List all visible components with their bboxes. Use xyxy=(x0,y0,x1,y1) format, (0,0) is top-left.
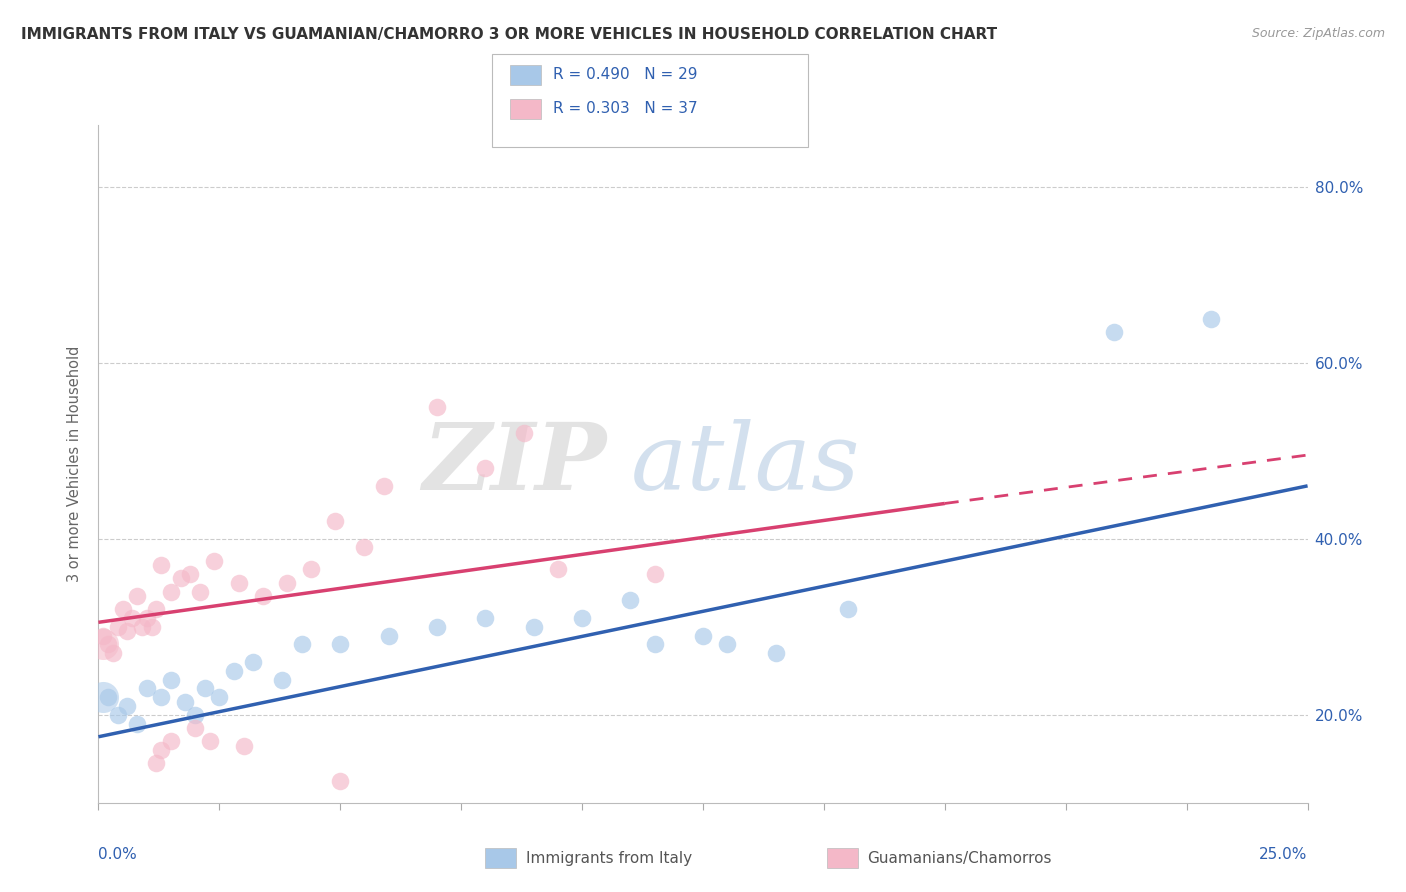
Point xyxy=(716,637,738,651)
Point xyxy=(145,602,167,616)
Point xyxy=(426,620,449,634)
Point xyxy=(325,514,347,528)
Point xyxy=(571,611,593,625)
Text: R = 0.303   N = 37: R = 0.303 N = 37 xyxy=(553,102,697,116)
Point xyxy=(174,694,197,708)
Point xyxy=(194,681,217,696)
Text: 0.0%: 0.0% xyxy=(98,847,138,862)
Point xyxy=(160,734,183,748)
Point xyxy=(91,628,114,642)
Point xyxy=(135,611,157,625)
Point xyxy=(373,479,395,493)
Point xyxy=(131,620,153,634)
Point xyxy=(150,690,173,705)
Point xyxy=(117,698,139,713)
Point xyxy=(91,690,114,705)
Text: Source: ZipAtlas.com: Source: ZipAtlas.com xyxy=(1251,27,1385,40)
Point xyxy=(474,611,496,625)
Point xyxy=(150,743,173,757)
Y-axis label: 3 or more Vehicles in Household: 3 or more Vehicles in Household xyxy=(67,346,83,582)
Point xyxy=(228,575,250,590)
Text: atlas: atlas xyxy=(630,419,860,508)
Point xyxy=(135,681,157,696)
Point xyxy=(837,602,859,616)
Text: IMMIGRANTS FROM ITALY VS GUAMANIAN/CHAMORRO 3 OR MORE VEHICLES IN HOUSEHOLD CORR: IMMIGRANTS FROM ITALY VS GUAMANIAN/CHAMO… xyxy=(21,27,997,42)
Point xyxy=(204,554,226,568)
Point xyxy=(290,637,312,651)
Point xyxy=(299,562,322,576)
Point xyxy=(619,593,641,607)
Point xyxy=(107,707,129,722)
Point xyxy=(97,637,120,651)
Point xyxy=(107,620,129,634)
Point xyxy=(169,571,191,585)
Point xyxy=(276,575,298,590)
Point xyxy=(188,584,211,599)
Point xyxy=(765,646,787,660)
Point xyxy=(426,400,449,414)
Point xyxy=(1102,325,1125,339)
Point xyxy=(242,655,264,669)
Text: ZIP: ZIP xyxy=(422,419,606,508)
Point xyxy=(111,602,134,616)
Point xyxy=(252,589,274,603)
Point xyxy=(329,637,352,651)
Point xyxy=(329,773,352,788)
Point xyxy=(150,558,173,573)
Text: Guamanians/Chamorros: Guamanians/Chamorros xyxy=(868,851,1052,865)
Point xyxy=(121,611,143,625)
Point xyxy=(232,739,254,753)
Point xyxy=(179,566,201,581)
Point xyxy=(160,584,183,599)
Point xyxy=(184,707,207,722)
Text: Immigrants from Italy: Immigrants from Italy xyxy=(526,851,692,865)
Point xyxy=(97,690,120,705)
Point xyxy=(692,628,714,642)
Point xyxy=(141,620,163,634)
Point xyxy=(474,461,496,475)
Point xyxy=(127,589,149,603)
Point xyxy=(377,628,399,642)
Point xyxy=(547,562,569,576)
Point xyxy=(222,664,245,678)
Point xyxy=(91,637,114,651)
Point xyxy=(208,690,231,705)
Point xyxy=(145,756,167,771)
Point xyxy=(198,734,221,748)
Point xyxy=(117,624,139,639)
Point xyxy=(160,673,183,687)
Point xyxy=(644,637,666,651)
Point xyxy=(644,566,666,581)
Point xyxy=(1199,311,1222,326)
Point xyxy=(513,425,536,440)
Point xyxy=(523,620,546,634)
Point xyxy=(184,721,207,735)
Point xyxy=(353,541,375,555)
Point xyxy=(101,646,124,660)
Point xyxy=(271,673,294,687)
Text: 25.0%: 25.0% xyxy=(1260,847,1308,862)
Text: R = 0.490   N = 29: R = 0.490 N = 29 xyxy=(553,68,697,82)
Point xyxy=(127,716,149,731)
